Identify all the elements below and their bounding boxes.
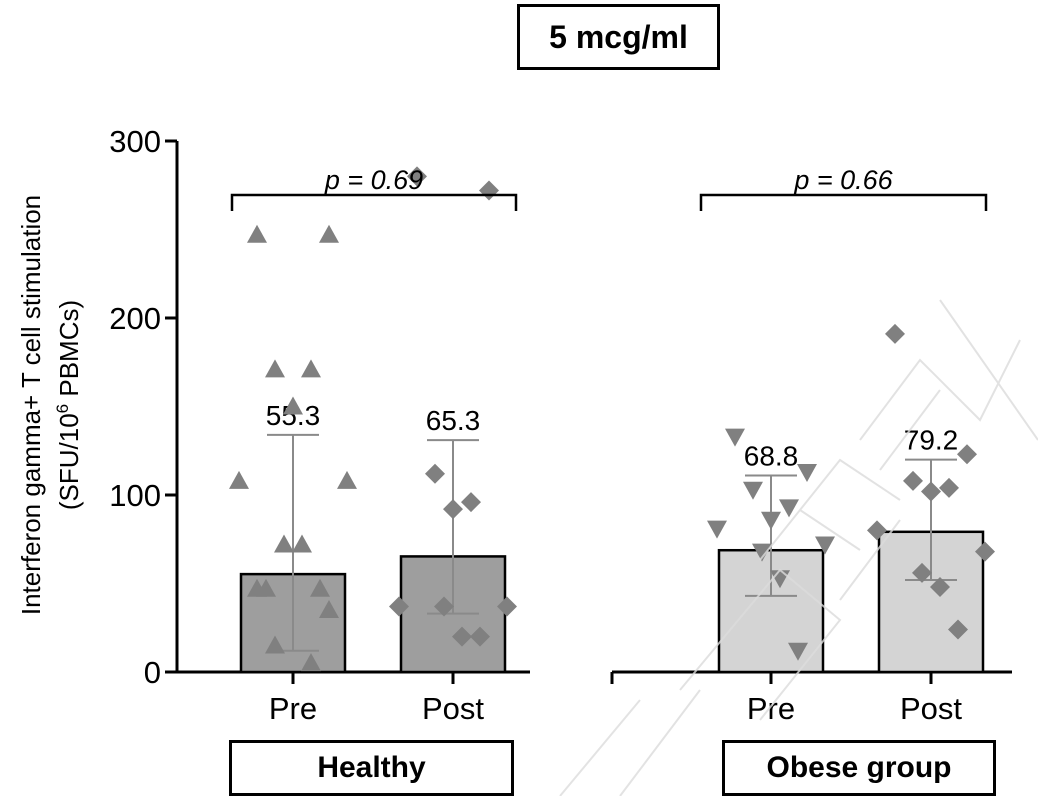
data-point-obese-pre-1 — [797, 463, 817, 482]
x-tick-label-obese-post: Post — [900, 691, 962, 726]
data-point-healthy-pre-9 — [310, 578, 330, 597]
data-point-healthy-post-3 — [461, 492, 481, 513]
data-point-healthy-post-4 — [443, 499, 463, 520]
significance-bracket-obese — [699, 193, 988, 211]
data-point-obese-pre-2 — [743, 481, 763, 500]
data-point-healthy-pre-2 — [265, 359, 285, 378]
data-point-healthy-pre-8 — [292, 534, 312, 553]
data-point-healthy-pre-4 — [283, 396, 303, 415]
data-point-obese-pre-5 — [707, 520, 727, 539]
data-point-healthy-pre-5 — [229, 470, 249, 489]
y-tick-label-200: 200 — [109, 301, 161, 336]
data-point-obese-post-8 — [930, 577, 950, 598]
data-point-obese-post-0 — [885, 323, 905, 344]
data-point-obese-pre-0 — [725, 428, 745, 447]
data-point-healthy-pre-1 — [319, 224, 339, 243]
data-point-obese-post-4 — [921, 481, 941, 502]
data-point-obese-post-6 — [975, 541, 995, 562]
data-point-obese-post-1 — [957, 444, 977, 465]
data-point-healthy-pre-13 — [265, 635, 285, 654]
p-value-healthy: p = 0.69 — [324, 165, 423, 195]
data-point-healthy-pre-12 — [319, 600, 339, 619]
x-tick-label-healthy-pre: Pre — [269, 691, 317, 726]
p-value-obese: p = 0.66 — [793, 165, 893, 195]
data-label-obese-pre: 68.8 — [744, 441, 799, 472]
data-point-obese-pre-3 — [779, 499, 799, 518]
data-label-obese-post: 79.2 — [904, 425, 959, 456]
data-point-healthy-pre-0 — [247, 224, 267, 243]
group-label-healthy: Healthy — [229, 740, 514, 796]
x-tick-label-obese-pre: Pre — [747, 691, 795, 726]
data-point-healthy-post-8 — [452, 626, 472, 647]
y-tick-label-100: 100 — [109, 478, 161, 513]
group-label-obese: Obese group — [722, 740, 996, 796]
chart-title: 5 mcg/ml — [517, 4, 720, 70]
data-point-healthy-post-9 — [470, 626, 490, 647]
data-point-healthy-post-0 — [407, 166, 427, 187]
data-point-healthy-post-1 — [479, 180, 499, 201]
y-tick-label-300: 300 — [109, 124, 161, 159]
data-point-healthy-post-7 — [434, 596, 454, 617]
data-point-healthy-pre-3 — [301, 359, 321, 378]
data-point-healthy-post-2 — [425, 463, 445, 484]
data-point-healthy-pre-14 — [301, 653, 321, 672]
data-point-obese-pre-4 — [761, 511, 781, 530]
data-point-healthy-pre-6 — [337, 470, 357, 489]
data-point-healthy-pre-7 — [274, 534, 294, 553]
data-label-healthy-post: 65.3 — [426, 405, 481, 436]
x-tick-label-healthy-post: Post — [422, 691, 484, 726]
data-point-obese-post-3 — [939, 477, 959, 498]
data-point-obese-post-7 — [912, 562, 932, 583]
data-point-healthy-post-5 — [389, 596, 409, 617]
data-point-healthy-post-6 — [497, 596, 517, 617]
significance-bracket-healthy — [230, 193, 518, 211]
y-tick-label-0: 0 — [144, 655, 161, 690]
data-point-obese-post-2 — [903, 470, 923, 491]
data-point-obese-post-9 — [948, 619, 968, 640]
data-point-healthy-pre-11 — [247, 578, 267, 597]
